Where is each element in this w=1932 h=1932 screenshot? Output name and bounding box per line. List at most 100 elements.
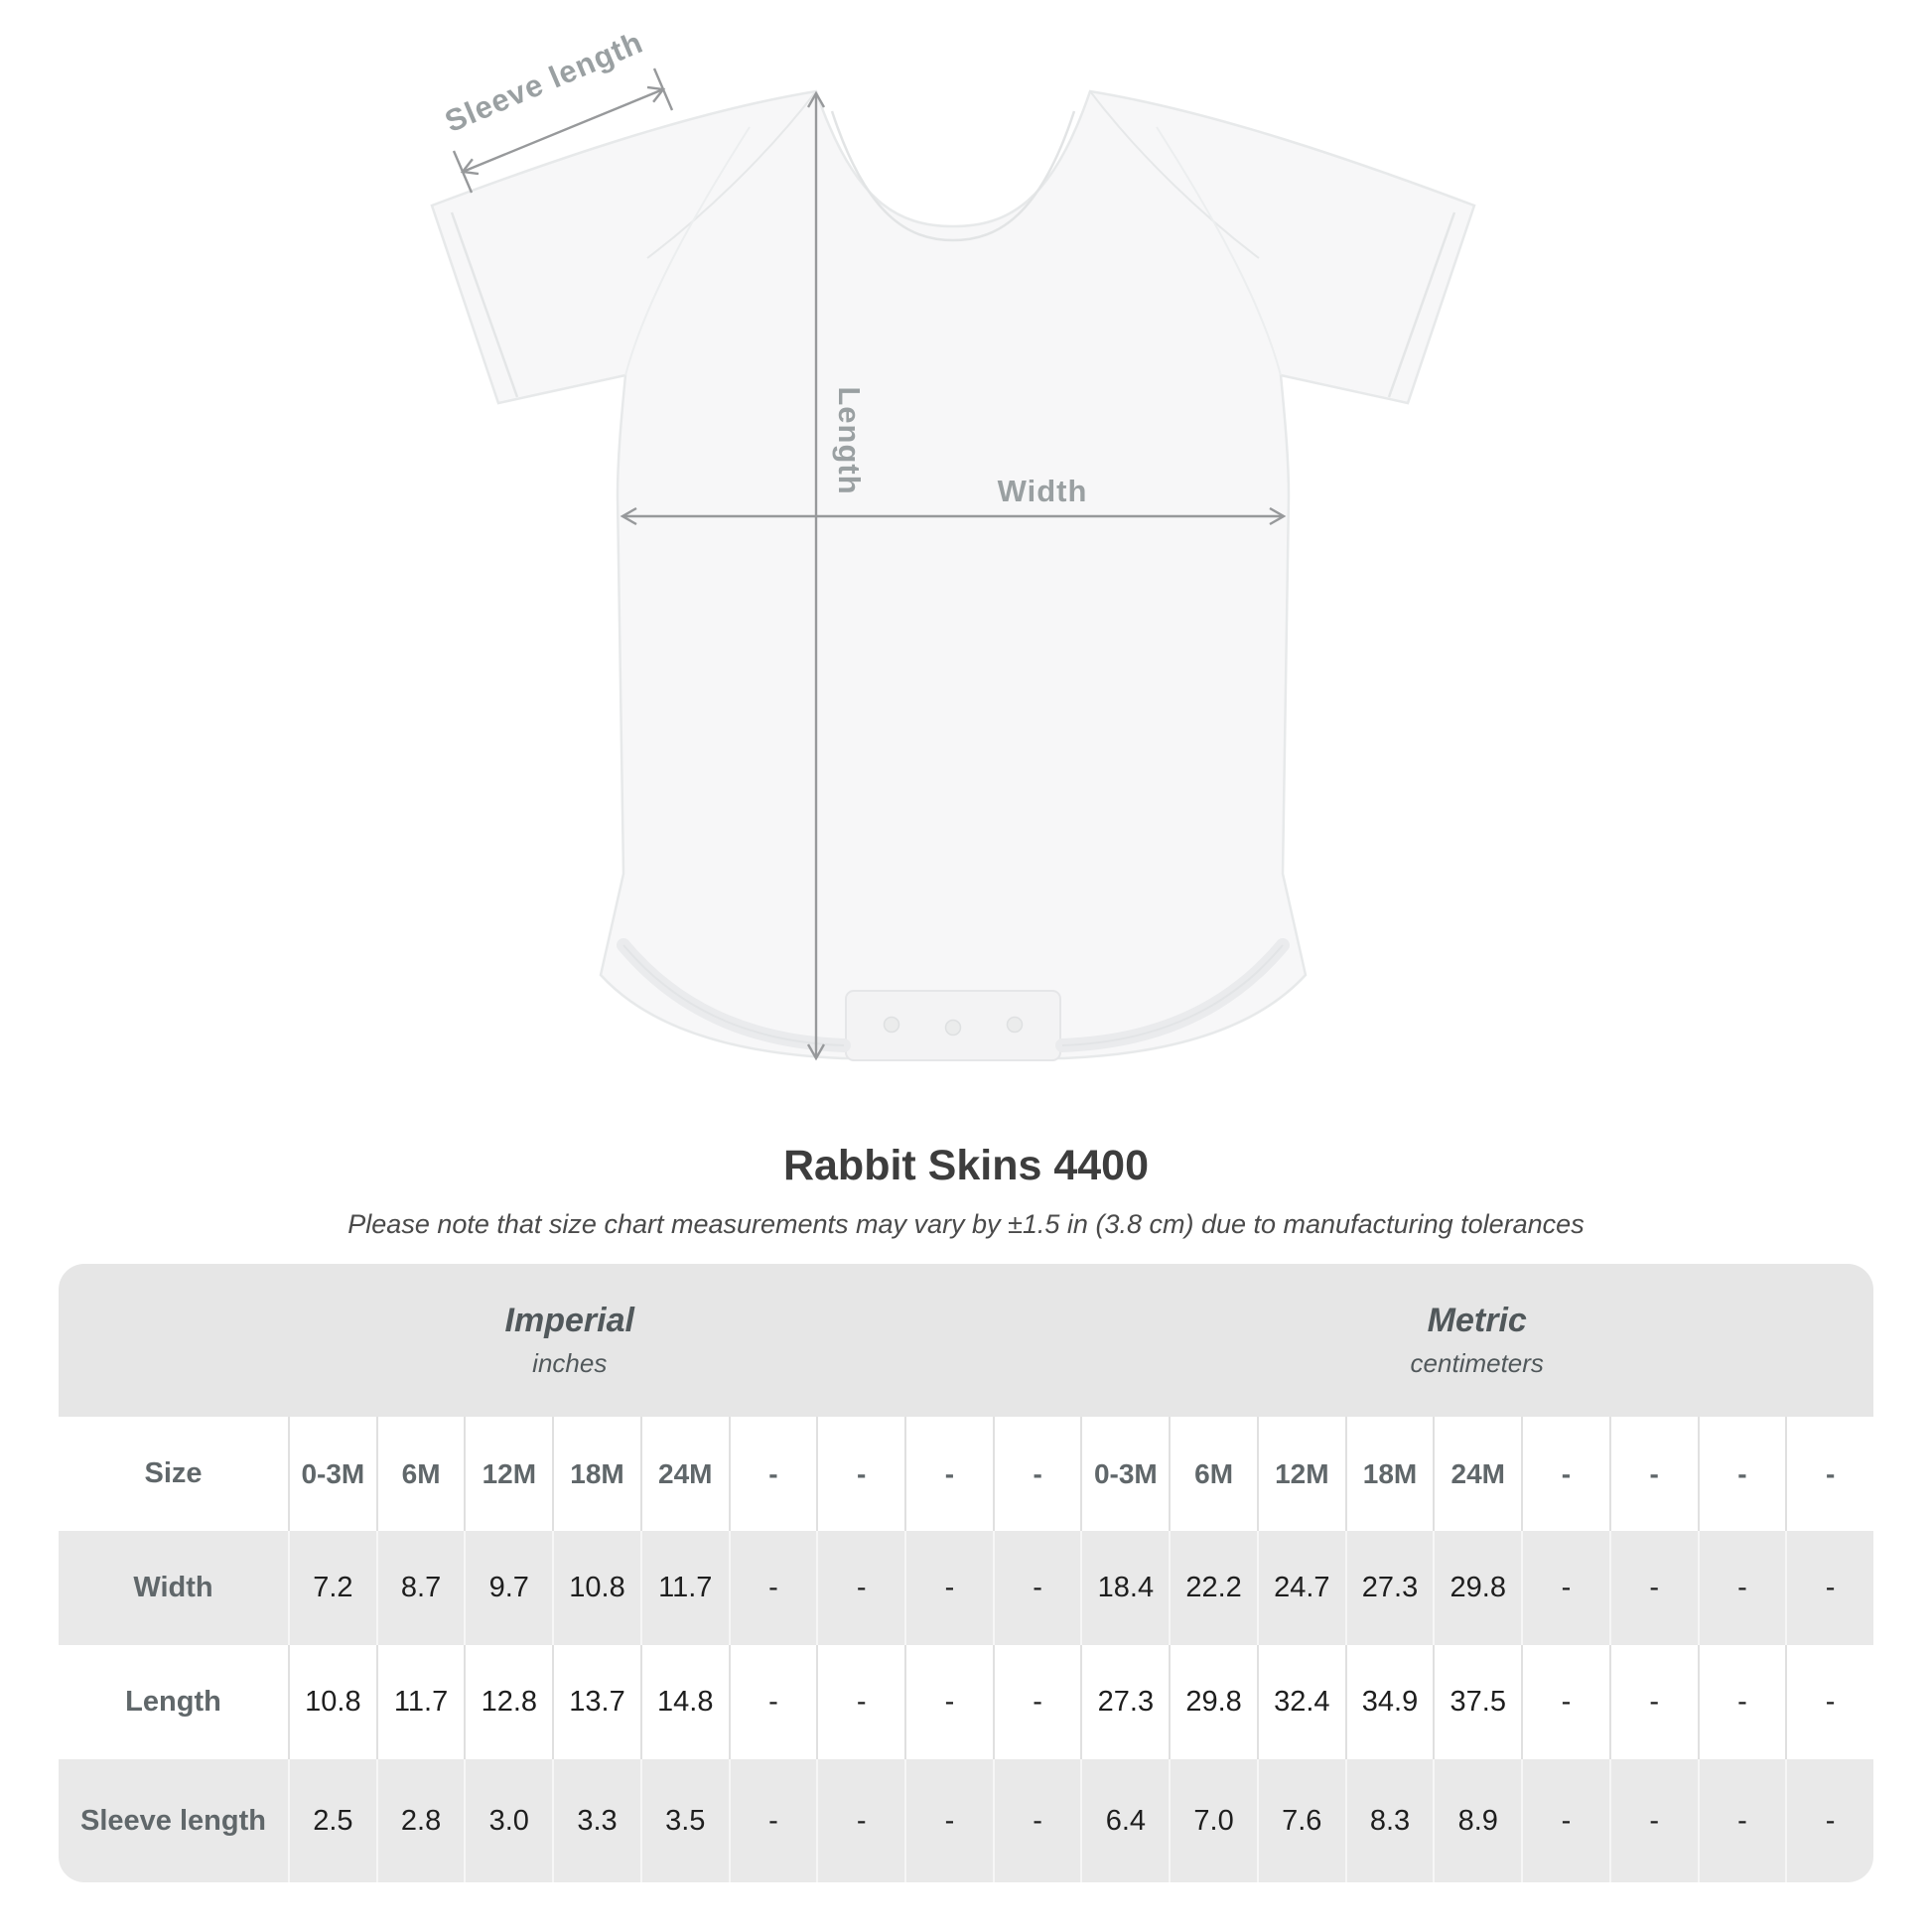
table-cell: - [1521, 1645, 1609, 1759]
table-cell: 12M [1256, 1417, 1345, 1531]
units-header-band: Imperial inches Metric centimeters [59, 1264, 1873, 1417]
neck-band [830, 110, 1076, 242]
table-cell: 13.7 [552, 1645, 640, 1759]
table-cell: 27.3 [1080, 1645, 1169, 1759]
table-cell: - [1785, 1759, 1873, 1882]
table-cell: 24M [639, 1417, 729, 1531]
shoulder-fold-left [646, 90, 817, 259]
table-cell: - [904, 1531, 993, 1645]
length-label: Length [832, 386, 867, 494]
table-cell: 8.3 [1344, 1759, 1434, 1882]
onesie-diagram: Sleeve length Length Width [430, 25, 1476, 1061]
table-cell: 24.7 [1256, 1531, 1345, 1645]
size-table: Imperial inches Metric centimeters Size … [59, 1264, 1873, 1882]
table-header-row: Size 0-3M 6M 12M 18M 24M - - - - 0-3M 6M 12M 18M 24M… [59, 1417, 1873, 1531]
table-cell: 32.4 [1256, 1645, 1345, 1759]
metric-unit-header: Metric centimeters [1081, 1264, 1874, 1417]
measurement-arrows [452, 68, 1284, 1058]
onesie-body [430, 89, 1476, 1060]
table-cell: - [992, 1759, 1081, 1882]
table-cell: - [1608, 1531, 1698, 1645]
table-cell: 11.7 [375, 1645, 465, 1759]
table-cell: - [1608, 1645, 1698, 1759]
table-cell: - [1697, 1645, 1786, 1759]
table-row-length: Length 10.8 11.7 12.8 13.7 14.8- - - - 27.3 29.8… [59, 1645, 1873, 1759]
table-cell: - [1785, 1645, 1873, 1759]
table-cell: - [728, 1417, 817, 1531]
table-cell: 29.8 [1433, 1531, 1521, 1645]
onesie-illustration [430, 89, 1476, 1061]
table-cell: - [728, 1645, 817, 1759]
table-cell: 6.4 [1080, 1759, 1169, 1882]
table-row-sleeve-length: Sleeve length 2.5 2.8 3.0 3.3 3.5- - - - 6.4 7.0… [59, 1759, 1873, 1882]
cuff-seam-right [1387, 211, 1456, 398]
sleeve-length-arrow [452, 68, 674, 194]
table-cell: 34.9 [1344, 1645, 1434, 1759]
snap-button [883, 1016, 900, 1034]
table-cell: - [992, 1417, 1081, 1531]
table-cell: 12M [464, 1417, 552, 1531]
width-label: Width [998, 474, 1088, 508]
table-cell: 7.0 [1169, 1759, 1257, 1882]
table-cell: 14.8 [639, 1645, 729, 1759]
table-cell: 18.4 [1080, 1531, 1169, 1645]
imperial-subtitle: inches [532, 1348, 608, 1378]
table-cell: 11.7 [639, 1531, 729, 1645]
table-cell: 2.8 [375, 1759, 465, 1882]
table-cell: 3.0 [464, 1759, 552, 1882]
width-row-label: Width [133, 1572, 213, 1603]
table-cell: - [1521, 1759, 1609, 1882]
table-cell: 24M [1433, 1417, 1521, 1531]
table-cell: 12.8 [464, 1645, 552, 1759]
metric-title: Metric [1427, 1302, 1527, 1339]
table-cell: 6M [375, 1417, 465, 1531]
page-title: Rabbit Skins 4400 [782, 1142, 1150, 1189]
table-cell: 8.9 [1433, 1759, 1521, 1882]
table-cell: 3.5 [639, 1759, 729, 1882]
table-cell: - [1608, 1417, 1698, 1531]
table-cell: - [816, 1645, 904, 1759]
table-cell: - [1785, 1417, 1873, 1531]
table-cell: - [1697, 1417, 1786, 1531]
table-cell: - [1608, 1759, 1698, 1882]
metric-subtitle: centimeters [1410, 1348, 1544, 1378]
table-cell: 18M [552, 1417, 640, 1531]
table-cell: 0-3M [1080, 1417, 1169, 1531]
table-cell: - [904, 1645, 993, 1759]
table-cell: 37.5 [1433, 1645, 1521, 1759]
table-cell: 2.5 [288, 1759, 376, 1882]
table-cell: - [1697, 1759, 1786, 1882]
sleeve-row-label: Sleeve length [80, 1804, 266, 1837]
sleeve-length-label: Sleeve length [440, 25, 648, 139]
table-cell: 9.7 [464, 1531, 552, 1645]
table-cell: - [728, 1531, 817, 1645]
size-row-label: Size [144, 1457, 203, 1489]
table-cell: 27.3 [1344, 1531, 1434, 1645]
snap-button [944, 1019, 962, 1036]
table-cell: - [904, 1759, 993, 1882]
table-cell: 29.8 [1169, 1645, 1257, 1759]
armhole-seam-right [1156, 126, 1282, 376]
length-row-label: Length [125, 1686, 221, 1718]
table-cell: 6M [1169, 1417, 1257, 1531]
table-cell: 3.3 [552, 1759, 640, 1882]
table-cell: - [728, 1759, 817, 1882]
table-cell: 7.2 [288, 1531, 376, 1645]
table-cell: 18M [1344, 1417, 1434, 1531]
cuff-seam-left [450, 211, 519, 398]
table-cell: 0-3M [288, 1417, 376, 1531]
imperial-unit-header: Imperial inches [59, 1264, 1081, 1417]
table-cell: 22.2 [1169, 1531, 1257, 1645]
table-cell: - [816, 1759, 904, 1882]
snap-button [1006, 1016, 1024, 1034]
table-cell: - [816, 1531, 904, 1645]
tolerance-note: Please note that size chart measurements… [347, 1209, 1585, 1239]
imperial-title: Imperial [504, 1302, 634, 1339]
leg-seam-right [1061, 944, 1284, 1046]
table-row-width: Width 7.2 8.7 9.7 10.8 11.7- - - - 18.4 22.2 24.7… [59, 1531, 1873, 1645]
table-cell: - [1521, 1417, 1609, 1531]
table-cell: - [992, 1531, 1081, 1645]
table-cell: 10.8 [552, 1531, 640, 1645]
table-cell: - [1697, 1531, 1786, 1645]
